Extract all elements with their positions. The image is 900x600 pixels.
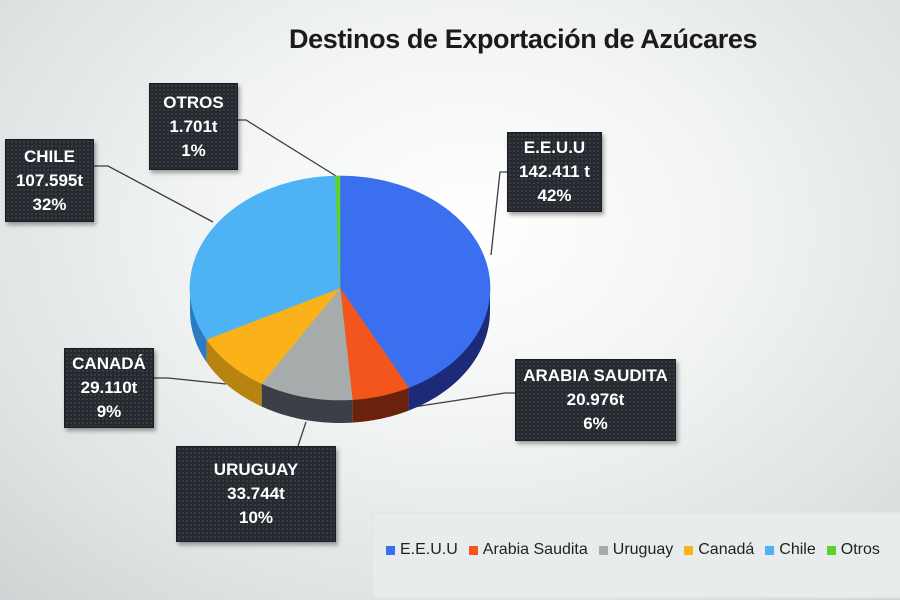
pie-top: [189, 175, 491, 401]
legend-label: E.E.U.U: [400, 541, 458, 558]
legend-item-eeuu: E.E.U.U: [386, 541, 458, 559]
data-label-name: CANADÁ: [72, 354, 146, 373]
legend-label: Canadá: [698, 541, 755, 558]
legend-label: Arabia Saudita: [482, 541, 588, 558]
data-label-pct: 42%: [537, 186, 572, 205]
data-label-arabia-saudita: ARABIA SAUDITA 20.976t 6%: [515, 359, 676, 441]
legend-item-arabia-saudita: Arabia Saudita: [468, 541, 588, 559]
data-label-name: ARABIA SAUDITA: [523, 366, 668, 385]
legend-swatch-icon: [386, 545, 395, 555]
legend-item-canada: Canadá: [684, 541, 754, 559]
legend-label: Chile: [779, 541, 816, 558]
data-label-chile: CHILE 107.595t 32%: [5, 139, 94, 222]
legend-item-uruguay: Uruguay: [598, 541, 674, 559]
legend-row: E.E.U.U Arabia Saudita Uruguay Canadá Ch…: [386, 541, 891, 559]
data-label-value: 29.110t: [80, 378, 138, 397]
leader-line-canad-: [154, 377, 227, 385]
leader-line-otros: [238, 119, 337, 177]
leader-lines: [94, 119, 515, 447]
legend-swatch-icon: [598, 545, 608, 555]
legend-swatch-icon: [468, 545, 478, 555]
leader-line-arabia-saudita: [399, 392, 515, 410]
pie-slice-uruguay: [261, 287, 353, 401]
data-label-value: 107.595t: [15, 170, 84, 190]
leader-line-uruguay: [297, 421, 307, 447]
legend-item-chile: Chile: [765, 541, 816, 559]
pie-slice-canad-: [206, 287, 341, 384]
data-label-name: E.E.U.U: [523, 138, 586, 157]
data-label-eeuu: E.E.U.U 142.411 t 42%: [507, 132, 602, 212]
pie-side-canad-: [206, 339, 262, 407]
data-label-pct: 6%: [583, 414, 608, 433]
data-label-pct: 1%: [181, 140, 206, 160]
chart-title: Destinos de Exportación de Azúcares: [289, 24, 758, 54]
data-label-otros: OTROS 1.701t 1%: [149, 83, 238, 170]
data-label-value: 33.744t: [227, 484, 285, 503]
chart-legend: E.E.U.U Arabia Saudita Uruguay Canadá Ch…: [372, 512, 900, 598]
data-label-uruguay: URUGUAY 33.744t 10%: [176, 446, 336, 542]
pie-slice-chile: [189, 175, 341, 340]
legend-label: Otros: [840, 541, 880, 558]
legend-swatch-icon: [826, 545, 836, 555]
legend-label: Uruguay: [612, 541, 674, 558]
pie-slice-arabia-saudita: [339, 287, 410, 400]
pie-sides: [190, 288, 490, 423]
legend-swatch-icon: [765, 545, 775, 555]
data-label-value: 1.701t: [169, 116, 218, 136]
pie-side-arabia-saudita: [352, 387, 409, 423]
pie-side-e-e-u-u: [408, 288, 490, 411]
legend-swatch-icon: [684, 545, 694, 555]
data-label-pct: 9%: [96, 402, 122, 421]
pie-side-uruguay: [261, 383, 353, 423]
leader-line-chile: [94, 165, 214, 223]
data-label-value: 20.976t: [566, 390, 625, 409]
data-label-canada: CANADÁ 29.110t 9%: [64, 348, 154, 428]
data-label-pct: 32%: [32, 194, 67, 214]
leader-line-e-e-u-u: [490, 171, 507, 256]
data-label-value: 142.411 t: [519, 162, 590, 181]
data-label-pct: 10%: [238, 508, 274, 527]
data-label-name: OTROS: [163, 92, 224, 112]
data-label-name: CHILE: [24, 146, 75, 166]
pie-slice-otros: [334, 175, 341, 289]
legend-item-otros: Otros: [826, 541, 880, 559]
data-label-name: URUGUAY: [213, 460, 299, 479]
pie-slice-e-e-u-u: [339, 175, 491, 388]
